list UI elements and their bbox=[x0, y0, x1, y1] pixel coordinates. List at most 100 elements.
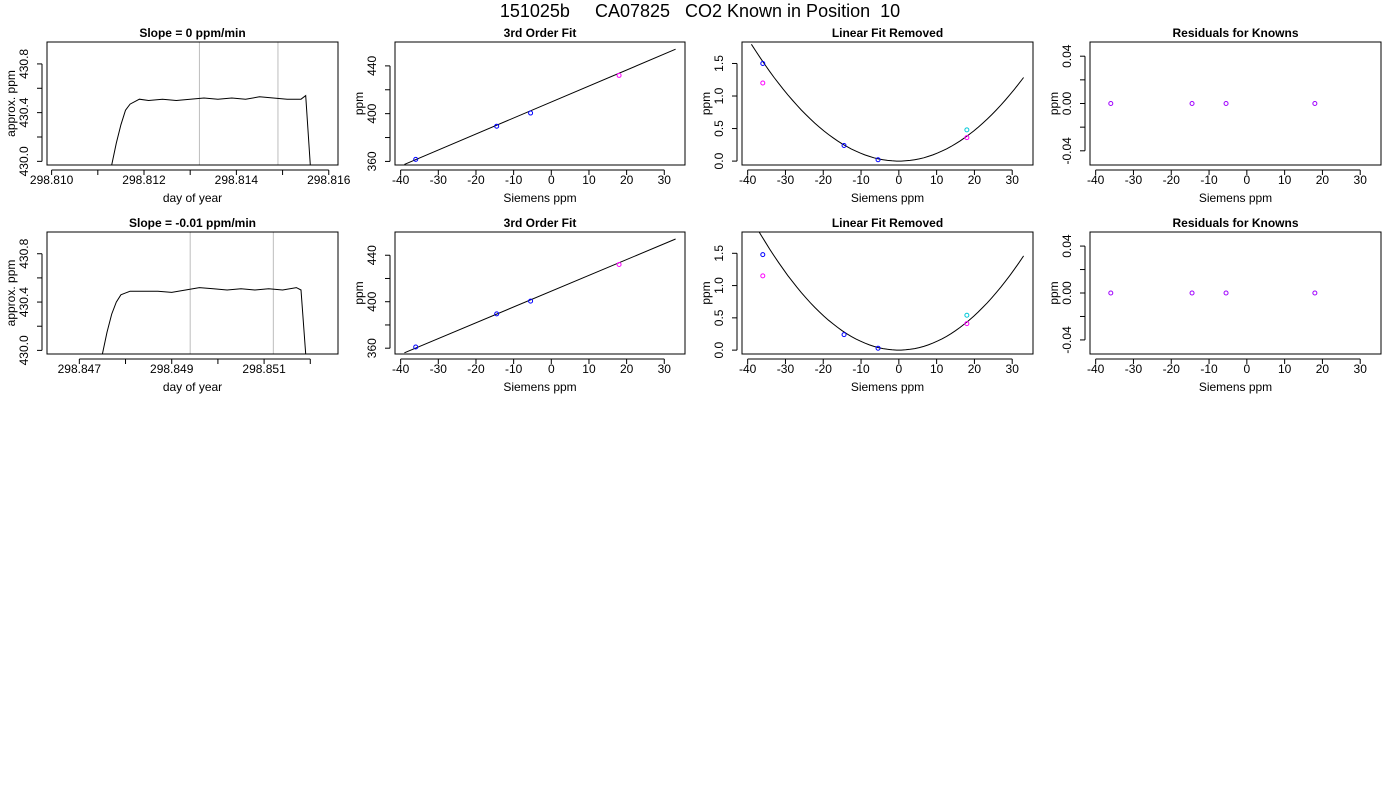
plot-frame bbox=[394, 41, 686, 166]
y-axis-label: ppm bbox=[352, 281, 366, 304]
y-tick-label: 430.8 bbox=[17, 238, 31, 268]
plot-area bbox=[101, 232, 307, 354]
y-tick-label: 400 bbox=[365, 291, 379, 311]
y-tick-label: 0.0 bbox=[712, 341, 726, 358]
y-tick-label: 1.0 bbox=[712, 277, 726, 294]
panel-title: Linear Fit Removed bbox=[832, 216, 943, 230]
x-tick-label: -30 bbox=[430, 362, 448, 376]
x-tick-label: -30 bbox=[430, 173, 448, 187]
data-point bbox=[760, 252, 766, 258]
chart-panel-7: Linear Fit Removed -40 -30 -20 -10 0 10 20 30 Sie… bbox=[699, 216, 1034, 394]
y-tick-label: 1.0 bbox=[712, 87, 726, 104]
chart-panel-1: Slope = 0 ppm/min 298.810 298.812 298.814 29… bbox=[4, 26, 351, 205]
x-tick-label: -20 bbox=[467, 173, 485, 187]
chart-panel-8: Residuals for Knowns -40 -30 -20 -10 0 10 20 30 S… bbox=[1047, 216, 1382, 394]
y-tick-label: 440 bbox=[365, 245, 379, 265]
data-point bbox=[841, 142, 847, 148]
x-tick-label: 30 bbox=[658, 362, 672, 376]
data-point bbox=[760, 273, 766, 279]
data-point bbox=[875, 157, 881, 163]
x-tick-label: -20 bbox=[815, 362, 833, 376]
x-tick-label: -30 bbox=[777, 362, 795, 376]
x-tick-label: 0 bbox=[895, 173, 902, 187]
chart-panel-2: 3rd Order Fit -40 -30 -20 -10 0 10 20 30 Siemens … bbox=[352, 26, 686, 205]
x-tick-label: -20 bbox=[1163, 362, 1181, 376]
x-tick-label: 30 bbox=[1006, 362, 1020, 376]
plot-area bbox=[404, 238, 676, 354]
x-tick-label: 30 bbox=[1354, 362, 1368, 376]
x-tick-label: 10 bbox=[582, 173, 596, 187]
data-point bbox=[1223, 101, 1229, 106]
x-tick-label: 0 bbox=[895, 362, 902, 376]
chart-panel-6: 3rd Order Fit -40 -30 -20 -10 0 10 20 30 Siemens … bbox=[352, 216, 686, 394]
data-series-line bbox=[101, 287, 307, 354]
y-tick-label: 1.5 bbox=[712, 245, 726, 262]
y-tick-label: 0.00 bbox=[1060, 91, 1074, 115]
y-tick-label: 360 bbox=[365, 151, 379, 171]
y-tick-label: 0.5 bbox=[712, 120, 726, 137]
x-tick-label: -10 bbox=[505, 362, 523, 376]
data-point bbox=[616, 72, 622, 78]
data-point bbox=[1312, 290, 1318, 296]
x-axis-label: Siemens ppm bbox=[1199, 380, 1272, 394]
y-tick-label: 0.0 bbox=[712, 152, 726, 169]
y-tick-label: 0.04 bbox=[1060, 234, 1074, 258]
y-tick-label: 440 bbox=[365, 56, 379, 76]
x-tick-label: -10 bbox=[852, 362, 870, 376]
plot-frame bbox=[741, 231, 1034, 355]
x-tick-label: 10 bbox=[582, 362, 596, 376]
data-point bbox=[1189, 101, 1195, 106]
panel-title: Residuals for Knowns bbox=[1172, 26, 1298, 40]
chart-panel-5: Slope = -0.01 ppm/min 298.847 298.849 298.8… bbox=[4, 216, 339, 394]
x-tick-label: 10 bbox=[1278, 173, 1292, 187]
y-axis-label: approx. ppm bbox=[4, 70, 18, 137]
x-tick-label: -20 bbox=[467, 362, 485, 376]
x-tick-label: 298.814 bbox=[215, 173, 259, 187]
y-tick-label: 0.5 bbox=[712, 309, 726, 326]
y-tick-label: 430.0 bbox=[17, 335, 31, 365]
x-axis-label: day of year bbox=[163, 191, 222, 205]
x-tick-label: 30 bbox=[1006, 173, 1020, 187]
data-point bbox=[413, 156, 419, 162]
x-axis-label: Siemens ppm bbox=[503, 191, 576, 205]
x-tick-label: 10 bbox=[1278, 362, 1292, 376]
data-point bbox=[616, 262, 622, 268]
y-tick-label: 430.4 bbox=[17, 287, 31, 317]
y-tick-label: 0.04 bbox=[1060, 44, 1074, 68]
x-tick-label: 20 bbox=[968, 173, 982, 187]
x-tick-label: -20 bbox=[1163, 173, 1181, 187]
plot-frame bbox=[46, 231, 339, 355]
x-tick-label: 0 bbox=[548, 362, 555, 376]
x-tick-label: -10 bbox=[1200, 362, 1218, 376]
x-axis-label: Siemens ppm bbox=[503, 380, 576, 394]
panel-title: 3rd Order Fit bbox=[504, 216, 577, 230]
y-tick-label: 430.4 bbox=[17, 97, 31, 127]
fit-curve bbox=[750, 44, 1024, 162]
data-point bbox=[1312, 101, 1318, 106]
plot-area bbox=[111, 42, 311, 165]
x-tick-label: 0 bbox=[1243, 173, 1250, 187]
x-tick-label: 298.847 bbox=[58, 362, 102, 376]
data-point bbox=[760, 80, 766, 86]
x-tick-label: 20 bbox=[968, 362, 982, 376]
x-axis-label: day of year bbox=[163, 380, 222, 394]
x-tick-label: -20 bbox=[815, 173, 833, 187]
y-axis-label: ppm bbox=[699, 281, 713, 304]
plot-frame bbox=[741, 41, 1034, 166]
x-tick-label: 20 bbox=[620, 362, 634, 376]
panel-title: Linear Fit Removed bbox=[832, 26, 943, 40]
panel-title: Slope = -0.01 ppm/min bbox=[129, 216, 256, 230]
plot-area bbox=[1108, 101, 1318, 106]
x-tick-label: 298.849 bbox=[150, 362, 194, 376]
data-point bbox=[964, 321, 970, 327]
x-tick-label: 10 bbox=[930, 362, 944, 376]
x-tick-label: 298.851 bbox=[242, 362, 286, 376]
data-point bbox=[964, 127, 970, 133]
panel-title: 3rd Order Fit bbox=[504, 26, 577, 40]
x-tick-label: -40 bbox=[392, 362, 410, 376]
y-tick-label: 400 bbox=[365, 103, 379, 123]
data-point bbox=[1108, 101, 1114, 106]
chart-panel-4: Residuals for Knowns -40 -30 -20 -10 0 10 20 30 S… bbox=[1047, 26, 1382, 205]
x-tick-label: 10 bbox=[930, 173, 944, 187]
